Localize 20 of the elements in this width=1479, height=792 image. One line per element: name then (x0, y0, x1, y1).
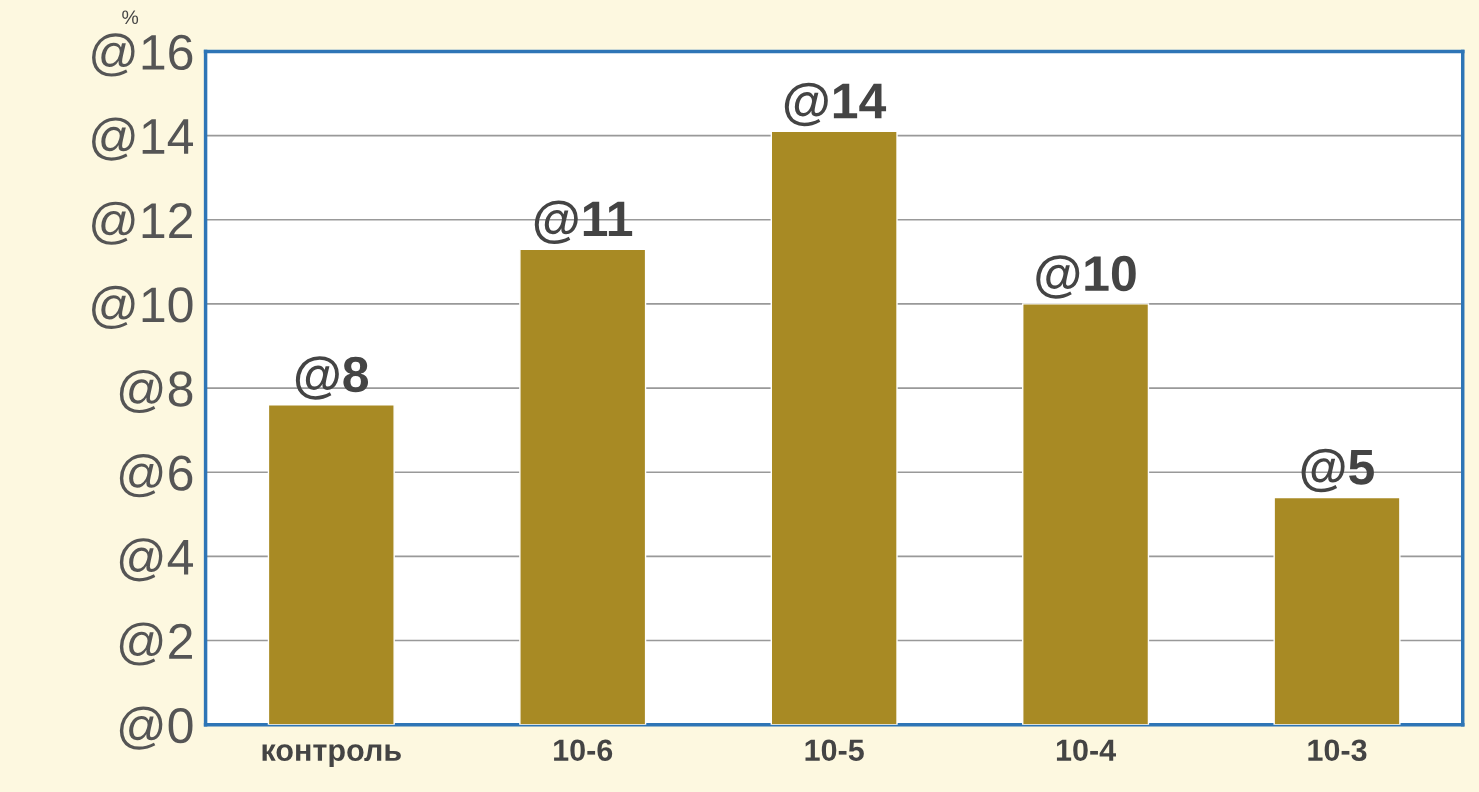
x-tick-label: 10-4 (1056, 739, 1116, 762)
x-tick-label: 10-6 (554, 739, 613, 762)
y-tick-label: @10 (92, 285, 193, 329)
y-tick-label: @2 (119, 622, 192, 666)
y-tick-label: @8 (119, 369, 193, 414)
y-tick-label: @4 (119, 538, 194, 582)
data-label: @14 (784, 82, 887, 127)
data-label: @10 (1036, 255, 1136, 299)
y-tick-label: @14 (92, 117, 194, 161)
y-axis-title: % (122, 10, 139, 24)
x-tick-label: контроль (262, 744, 401, 768)
y-tick-label: @0 (119, 706, 193, 750)
data-label: @8 (295, 356, 369, 400)
data-label: @5 (1301, 448, 1374, 493)
y-tick-label: @6 (119, 454, 193, 498)
x-tick-label: 10-5 (805, 739, 864, 762)
y-tick-label: @12 (92, 201, 192, 245)
data-label: @11 (534, 200, 633, 244)
y-tick-label: @16 (92, 33, 193, 77)
x-tick-label: 10-3 (1308, 739, 1367, 762)
